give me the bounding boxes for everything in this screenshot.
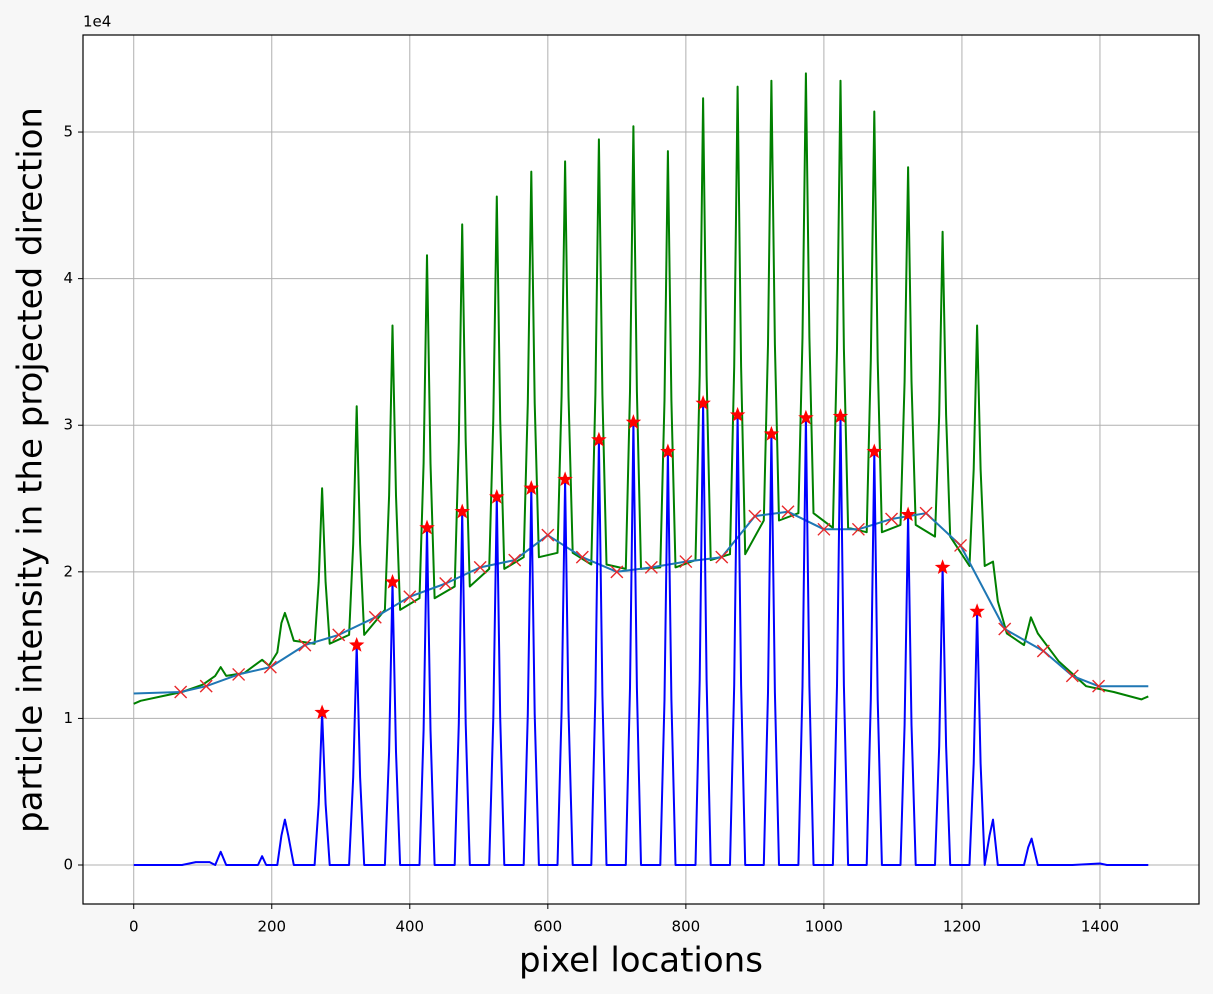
star-marker [591, 431, 607, 447]
x-marker [298, 638, 312, 652]
star-marker [314, 704, 330, 720]
x-tick-label: 1200 [943, 918, 981, 936]
y-tick-label: 0 [63, 856, 73, 874]
x-marker [439, 577, 453, 591]
x-marker [1065, 669, 1079, 683]
x-tick-label: 400 [395, 918, 424, 936]
x-marker [610, 565, 624, 579]
star-marker [419, 519, 435, 535]
x-marker [1036, 644, 1050, 658]
x-marker [919, 506, 933, 520]
series-line [133, 72, 1149, 705]
star-marker [454, 503, 470, 519]
star-marker [489, 488, 505, 504]
y-tick-label: 2 [63, 562, 73, 580]
x-tick-label: 600 [534, 918, 563, 936]
x-marker [817, 522, 831, 536]
x-marker [748, 509, 762, 523]
star-marker [729, 406, 746, 422]
x-marker [473, 560, 487, 574]
marks [133, 72, 1149, 866]
x-marker [403, 590, 417, 604]
star-marker [625, 414, 642, 429]
x-marker [174, 685, 188, 699]
series-line [133, 510, 1149, 695]
star-marker [934, 559, 951, 575]
star-marker [695, 395, 711, 410]
y-tick-label: 5 [63, 123, 73, 141]
x-marker [715, 550, 729, 564]
x-axis-label: pixel locations [519, 941, 763, 981]
x-marker [885, 512, 899, 526]
x-tick-label: 1000 [805, 918, 843, 936]
star-marker [832, 408, 849, 424]
x-marker [368, 610, 382, 624]
x-marker [851, 522, 865, 536]
axes-frame [82, 34, 1200, 905]
star-marker [900, 506, 916, 522]
y-tick-label: 1 [63, 709, 73, 727]
x-marker [199, 679, 213, 693]
star-marker [798, 409, 814, 425]
grid [83, 35, 1199, 904]
x-tick-label: 200 [257, 918, 286, 936]
x-marker [575, 550, 589, 564]
star-marker [969, 603, 985, 619]
y-tick-label: 3 [63, 416, 73, 434]
star-marker [348, 636, 365, 652]
star-marker [384, 573, 401, 589]
x-tick-label: 0 [129, 918, 139, 936]
x-marker [954, 538, 968, 552]
x-marker [1092, 679, 1106, 693]
star-marker [763, 425, 780, 441]
x-marker [644, 560, 658, 574]
x-marker [998, 622, 1012, 636]
x-marker [679, 555, 693, 569]
series-line [133, 402, 1149, 866]
x-marker [541, 528, 555, 542]
star-marker [523, 480, 539, 495]
star-marker [660, 443, 676, 459]
offset-text: 1e4 [83, 13, 111, 31]
x-marker [263, 660, 277, 674]
x-marker [232, 667, 246, 681]
x-tick-label: 800 [672, 918, 701, 936]
x-marker [781, 505, 795, 519]
x-tick-label: 1400 [1081, 918, 1119, 936]
x-marker [508, 553, 522, 567]
star-marker [557, 471, 573, 487]
y-axis-label: particle intensity in the projected dire… [11, 107, 51, 833]
y-tick-label: 4 [63, 269, 73, 287]
ticks: 0 200 400 600 800 1000 1200 1400 0 1 2 3 4 5 [63, 123, 1119, 936]
star-marker [866, 443, 882, 459]
plot-area [83, 35, 1199, 904]
x-marker [332, 628, 346, 642]
